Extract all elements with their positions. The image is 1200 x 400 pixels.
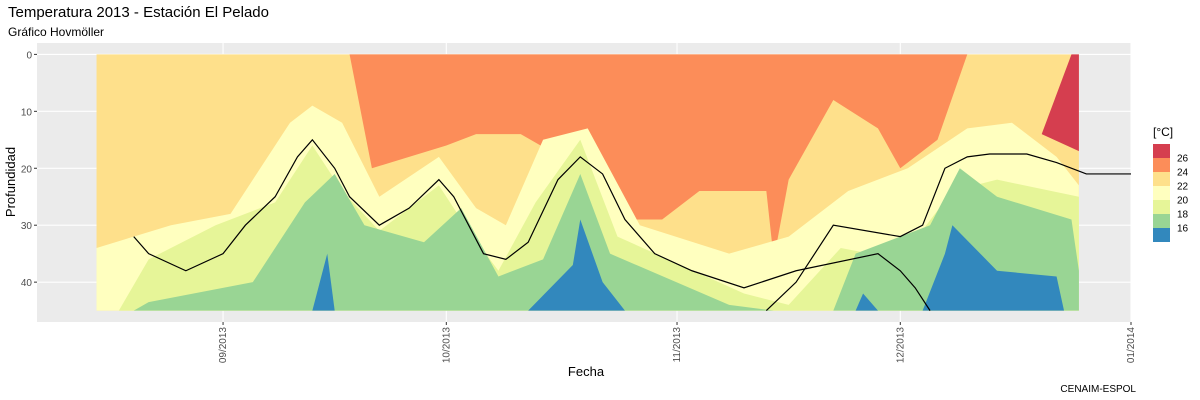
x-tick-label: 09/2013 bbox=[218, 327, 229, 364]
legend-label: 20 bbox=[1177, 196, 1189, 207]
x-tick-label: 11/2013 bbox=[672, 327, 683, 363]
x-axis-ticks: 09/2013 10/2013 11/2013 12/2013 01/2014 bbox=[218, 322, 1137, 363]
contour-fills bbox=[96, 54, 1079, 311]
y-axis-title: Profundidad bbox=[3, 147, 18, 217]
contour-lines bbox=[133, 138, 1131, 312]
contour-band-1 bbox=[349, 54, 968, 260]
chart-title: Temperatura 2013 - Estación El Pelado bbox=[8, 4, 269, 21]
contour-band-9 bbox=[855, 293, 878, 311]
x-tick-label: 10/2013 bbox=[441, 327, 452, 364]
contour-line-2 bbox=[765, 153, 1131, 312]
x-tick-label: 12/2013 bbox=[895, 327, 906, 364]
y-tick-label: 0 bbox=[26, 50, 32, 61]
legend-label: 26 bbox=[1177, 154, 1189, 165]
chart-subtitle: Gráfico Hovmöller bbox=[8, 25, 104, 39]
contour-line-1 bbox=[133, 138, 931, 311]
contour-band-7 bbox=[312, 253, 335, 311]
y-tick-label: 20 bbox=[21, 164, 33, 175]
legend-swatch bbox=[1153, 172, 1170, 186]
legend: [°C] 26 24 22 20 18 16 bbox=[1153, 125, 1189, 242]
legend-label: 22 bbox=[1177, 182, 1189, 193]
legend-swatch bbox=[1153, 158, 1170, 172]
legend-swatch bbox=[1153, 228, 1170, 242]
legend-swatch bbox=[1153, 214, 1170, 228]
legend-label: 16 bbox=[1177, 224, 1189, 235]
contour-band-10 bbox=[922, 225, 1065, 311]
y-tick-label: 30 bbox=[21, 221, 33, 232]
legend-title: [°C] bbox=[1153, 125, 1173, 139]
legend-swatch bbox=[1153, 200, 1170, 214]
y-tick-label: 10 bbox=[21, 107, 33, 118]
legend-swatch bbox=[1153, 186, 1170, 200]
contour-band-8 bbox=[528, 219, 625, 311]
contour-band-5 bbox=[133, 173, 774, 311]
caption: CENAIM-ESPOL bbox=[1060, 384, 1136, 395]
x-tick-label: 01/2014 bbox=[1126, 327, 1137, 364]
legend-label: 24 bbox=[1177, 168, 1189, 179]
x-axis-title: Fecha bbox=[568, 364, 605, 379]
legend-swatch bbox=[1153, 144, 1170, 158]
contour-band-2 bbox=[1041, 54, 1079, 152]
y-tick-label: 40 bbox=[21, 278, 33, 289]
y-axis-ticks: 0 10 20 30 40 bbox=[21, 50, 37, 289]
legend-label: 18 bbox=[1177, 210, 1189, 221]
